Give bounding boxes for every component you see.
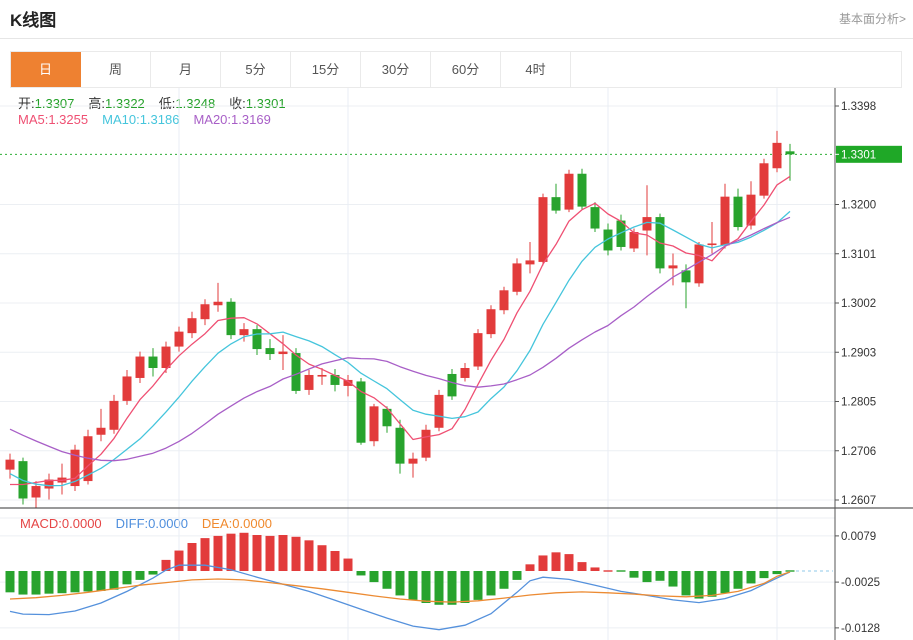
legend-item: MACD:0.0000 — [20, 516, 102, 531]
ohlc-legend: 开:1.3307 高:1.3322 低:1.3248 收:1.3301 — [18, 93, 300, 112]
legend-item: 低:1.3248 — [158, 96, 216, 111]
tab-日[interactable]: 日 — [11, 52, 81, 87]
legend-item: DEA:0.0000 — [201, 516, 273, 531]
ma10-line — [9, 210, 791, 487]
svg-text:1.3101: 1.3101 — [841, 249, 876, 261]
tab-15分[interactable]: 15分 — [291, 52, 361, 87]
header-divider — [0, 38, 913, 39]
candles-layer — [5, 130, 795, 509]
svg-text:1.2903: 1.2903 — [841, 347, 876, 359]
svg-text:-0.0128: -0.0128 — [841, 623, 880, 635]
macd-histogram — [5, 532, 795, 605]
tab-4时[interactable]: 4时 — [501, 52, 571, 87]
legend-item: MA10:1.3186 — [102, 112, 180, 127]
legend-item: MA20:1.3169 — [193, 112, 271, 127]
page-title: K线图 — [10, 11, 57, 30]
tab-5分[interactable]: 5分 — [221, 52, 291, 87]
grid-layer — [0, 88, 835, 640]
svg-text:1.3398: 1.3398 — [841, 101, 876, 113]
tab-30分[interactable]: 30分 — [361, 52, 431, 87]
svg-text:1.3301: 1.3301 — [841, 149, 876, 161]
kline-chart[interactable]: 1.3398 1.3200 1.3101 1.3002 1.2903 1.2805 1.27… — [0, 88, 913, 640]
legend-item: 高:1.3322 — [88, 96, 145, 111]
legend-item: DIFF:0.0000 — [115, 516, 188, 531]
svg-text:1.3200: 1.3200 — [841, 200, 876, 212]
tab-60分[interactable]: 60分 — [431, 52, 501, 87]
svg-text:-0.0025: -0.0025 — [841, 577, 880, 589]
tab-周[interactable]: 周 — [81, 52, 151, 87]
svg-text:1.2706: 1.2706 — [841, 446, 876, 458]
svg-text:1.2607: 1.2607 — [841, 495, 876, 507]
current-price-tag: 1.3301 — [835, 145, 902, 163]
legend-item: MA5:1.3255 — [18, 112, 89, 127]
ma5-line — [10, 175, 791, 486]
svg-text:0.0079: 0.0079 — [841, 531, 876, 543]
ma20-line — [9, 216, 791, 462]
price-axis: 1.3398 1.3200 1.3101 1.3002 1.2903 1.2805 1.27… — [834, 88, 880, 640]
interval-tabs: 日周月 5分 15分 30分 60分 4时 — [10, 51, 902, 88]
tab-月[interactable]: 月 — [151, 52, 221, 87]
dea-line — [9, 571, 791, 603]
macd-legend: MACD:0.0000 DIFF:0.0000 DEA:0.0000 — [20, 516, 286, 531]
legend-item: 开:1.3307 — [18, 96, 75, 111]
fundamental-analysis-link[interactable]: 基本面分析> — [838, 12, 906, 26]
legend-item: 收:1.3301 — [229, 96, 286, 111]
svg-text:1.3002: 1.3002 — [841, 298, 876, 310]
ma-legend: MA5:1.3255 MA10:1.3186 MA20:1.3169 — [18, 112, 285, 127]
svg-text:1.2805: 1.2805 — [841, 397, 876, 409]
